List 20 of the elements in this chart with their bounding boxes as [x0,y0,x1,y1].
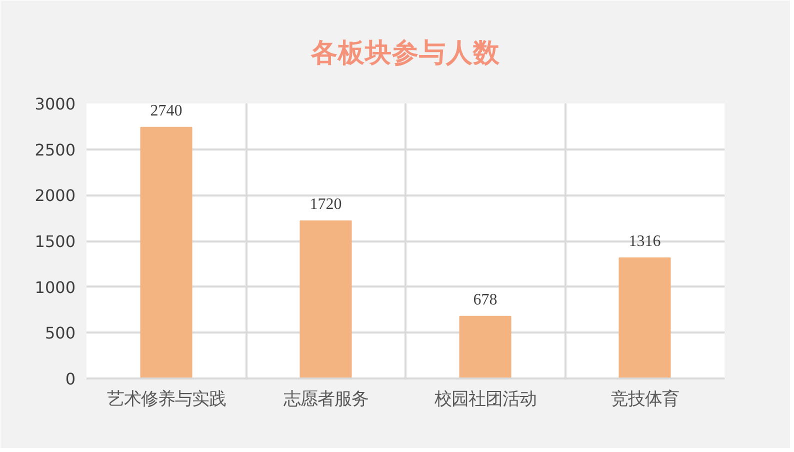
y-tick-label: 3000 [34,94,76,114]
y-tick-label: 1000 [34,278,76,297]
bar [618,257,671,378]
y-tick-label: 500 [44,324,76,343]
bar [459,316,512,378]
data-label: 678 [473,291,498,308]
bar [140,126,192,378]
data-label: 1720 [310,196,342,213]
data-label: 1316 [628,232,661,250]
y-tick-label: 0 [65,370,76,388]
y-tick-label: 2500 [34,140,76,160]
x-tick-label: 志愿者服务 [283,390,368,410]
bar [300,220,352,378]
x-tick-label: 校园社团活动 [433,390,536,410]
chart-title: 各板块参与人数 [310,38,501,68]
x-tick-label: 竞技体育 [610,390,679,410]
y-tick-label: 1500 [34,232,76,251]
y-tick-label: 2000 [34,186,76,206]
x-tick-label: 艺术修养与实践 [106,390,226,410]
data-label: 2740 [150,102,182,120]
